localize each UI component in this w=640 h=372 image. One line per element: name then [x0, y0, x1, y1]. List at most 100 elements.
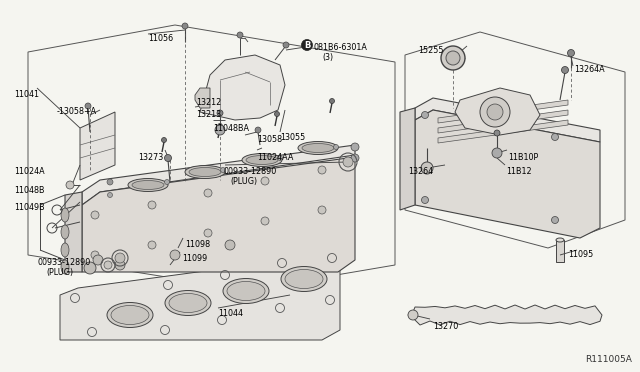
Ellipse shape	[132, 180, 164, 189]
Text: -13058+A: -13058+A	[57, 107, 97, 116]
Circle shape	[441, 46, 465, 70]
Circle shape	[261, 177, 269, 185]
Circle shape	[283, 42, 289, 48]
Circle shape	[108, 192, 113, 198]
Circle shape	[91, 251, 99, 259]
Circle shape	[217, 110, 223, 116]
Circle shape	[552, 217, 559, 224]
Circle shape	[421, 162, 433, 174]
Circle shape	[255, 127, 261, 133]
Ellipse shape	[281, 266, 327, 292]
Circle shape	[408, 310, 418, 320]
Circle shape	[225, 240, 235, 250]
Polygon shape	[556, 240, 564, 262]
Circle shape	[492, 148, 502, 158]
Polygon shape	[65, 192, 82, 272]
Circle shape	[148, 201, 156, 209]
Ellipse shape	[61, 260, 69, 274]
Text: 13213: 13213	[196, 110, 221, 119]
Ellipse shape	[111, 305, 149, 324]
Circle shape	[85, 103, 91, 109]
Ellipse shape	[128, 179, 168, 192]
Text: (3): (3)	[322, 53, 333, 62]
Polygon shape	[438, 120, 568, 143]
Circle shape	[161, 138, 166, 142]
Circle shape	[66, 181, 74, 189]
Text: 081B6-6301A: 081B6-6301A	[314, 43, 368, 52]
Polygon shape	[195, 88, 210, 108]
Text: R111005A: R111005A	[585, 355, 632, 364]
Text: 11098: 11098	[185, 240, 210, 249]
Text: 11024AA: 11024AA	[257, 153, 293, 162]
Ellipse shape	[165, 291, 211, 315]
Circle shape	[221, 167, 225, 173]
Circle shape	[278, 155, 282, 160]
Circle shape	[351, 154, 359, 162]
Circle shape	[115, 253, 125, 263]
Text: 11B12: 11B12	[506, 167, 532, 176]
Polygon shape	[455, 88, 540, 135]
Text: 11048B: 11048B	[14, 186, 45, 195]
Ellipse shape	[189, 167, 221, 176]
Text: (PLUG): (PLUG)	[230, 177, 257, 186]
Circle shape	[164, 180, 170, 185]
Ellipse shape	[246, 155, 278, 164]
Text: 11049B: 11049B	[14, 203, 45, 212]
Ellipse shape	[61, 225, 69, 239]
Text: 13264A: 13264A	[574, 65, 605, 74]
Circle shape	[480, 97, 510, 127]
Circle shape	[84, 262, 96, 274]
Circle shape	[104, 261, 112, 269]
Circle shape	[330, 99, 335, 103]
Text: B: B	[304, 41, 310, 49]
Circle shape	[204, 189, 212, 197]
Polygon shape	[408, 305, 602, 325]
Polygon shape	[438, 100, 568, 123]
Polygon shape	[415, 98, 600, 142]
Circle shape	[275, 112, 280, 116]
Circle shape	[170, 250, 180, 260]
Ellipse shape	[302, 144, 334, 153]
Polygon shape	[400, 108, 415, 210]
Circle shape	[343, 157, 353, 167]
Circle shape	[422, 196, 429, 203]
Text: 11099: 11099	[182, 254, 207, 263]
Circle shape	[561, 67, 568, 74]
Circle shape	[552, 134, 559, 141]
Polygon shape	[438, 110, 568, 133]
Circle shape	[487, 104, 503, 120]
Text: 11056: 11056	[148, 34, 173, 43]
Circle shape	[182, 23, 188, 29]
Text: 13273: 13273	[138, 153, 163, 162]
Ellipse shape	[223, 279, 269, 304]
Polygon shape	[80, 112, 115, 180]
Circle shape	[218, 124, 223, 128]
Text: 13055: 13055	[280, 133, 305, 142]
Ellipse shape	[242, 154, 282, 167]
Circle shape	[318, 166, 326, 174]
Circle shape	[422, 112, 429, 119]
Circle shape	[148, 241, 156, 249]
Polygon shape	[415, 110, 600, 238]
Circle shape	[115, 260, 125, 270]
Polygon shape	[60, 255, 340, 340]
Text: 15255: 15255	[418, 46, 444, 55]
Circle shape	[333, 144, 339, 150]
Ellipse shape	[107, 302, 153, 327]
Circle shape	[215, 125, 225, 135]
Ellipse shape	[169, 294, 207, 312]
Circle shape	[93, 255, 103, 265]
Circle shape	[91, 211, 99, 219]
Text: 13212: 13212	[196, 98, 221, 107]
Ellipse shape	[61, 208, 69, 222]
Text: 11095: 11095	[568, 250, 593, 259]
Circle shape	[204, 229, 212, 237]
Circle shape	[237, 32, 243, 38]
Text: 00933-12890: 00933-12890	[224, 167, 277, 176]
Ellipse shape	[185, 166, 225, 179]
Ellipse shape	[298, 141, 338, 154]
Text: 13058: 13058	[257, 135, 282, 144]
Text: 11048BA: 11048BA	[213, 124, 249, 133]
Text: 00933-12890: 00933-12890	[38, 258, 92, 267]
Ellipse shape	[285, 269, 323, 289]
